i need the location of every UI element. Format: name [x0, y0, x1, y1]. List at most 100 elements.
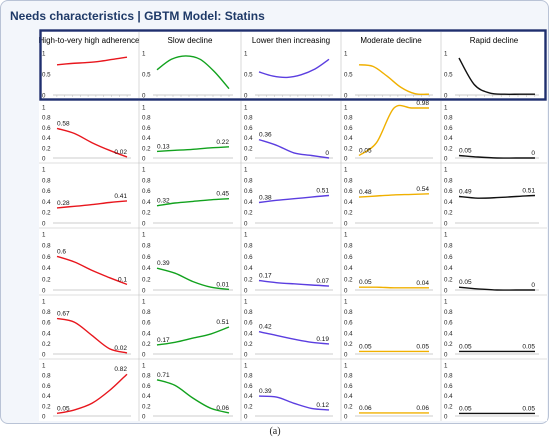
y-tick-label: 0.8 [344, 373, 353, 380]
y-tick-label: 0.6 [244, 320, 253, 327]
data-label-start: 0.48 [359, 189, 372, 196]
y-tick-label: 0.6 [444, 383, 453, 390]
series-line [56, 255, 128, 286]
chart-cell: Moderate decline 0 0.5 1 [344, 36, 433, 100]
chart-cell: 0 0.2 0.4 0.6 0.8 1 0.71 0.06 [142, 363, 233, 421]
y-tick-label: 1 [142, 105, 146, 112]
chart-cell: 0 0.2 0.4 0.6 0.8 1 0.39 0.01 [142, 232, 233, 295]
y-tick-label: 0 [344, 414, 348, 421]
y-tick-label: 0.2 [244, 210, 253, 217]
data-label-end: 0.51 [316, 187, 329, 194]
y-tick-label: 0.8 [42, 309, 51, 316]
data-label-end: 0.05 [522, 343, 535, 350]
data-label-end: 0 [325, 150, 329, 157]
data-label-start: 0.67 [57, 310, 70, 317]
y-tick-label: 1 [444, 232, 448, 239]
chart-cell: 0 0.2 0.4 0.6 0.8 1 0.05 0.05 [344, 299, 433, 359]
y-tick-label: 0.2 [142, 403, 151, 410]
y-tick-label: 0.6 [244, 254, 253, 261]
chart-cell: 0 0.2 0.4 0.6 0.8 1 0.32 0.45 [142, 167, 233, 228]
y-tick-label: 0.2 [344, 276, 353, 283]
series-line [258, 331, 330, 345]
y-tick-label: 0.4 [42, 199, 51, 206]
column-header: Moderate decline [360, 36, 422, 45]
chart-cell: 0 0.2 0.4 0.6 0.8 1 0.67 0.02 [42, 299, 131, 359]
y-tick-label: 0.6 [344, 320, 353, 327]
y-tick-label: 1 [142, 232, 146, 239]
data-label-end: 0.04 [416, 280, 429, 287]
y-tick-label: 0 [42, 414, 46, 421]
data-label-start: 0.42 [259, 324, 272, 331]
y-tick-label: 0.2 [344, 145, 353, 152]
data-label-start: 0.05 [459, 343, 472, 350]
y-tick-label: 0.6 [244, 383, 253, 390]
data-label-end: 0 [531, 282, 535, 289]
y-tick-label: 0.6 [42, 188, 51, 195]
y-tick-label: 1 [142, 167, 146, 174]
data-label-start: 0.05 [57, 405, 70, 412]
data-label-start: 0.49 [459, 189, 472, 196]
y-tick-label: 0.4 [344, 330, 353, 337]
y-tick-label: 1 [344, 105, 348, 112]
y-tick-label: 0.8 [142, 115, 151, 122]
series-line [258, 279, 330, 287]
y-tick-label: 0.4 [142, 393, 151, 400]
y-tick-label: 0.8 [244, 177, 253, 184]
y-tick-label: 0.6 [344, 383, 353, 390]
y-tick-label: 0.4 [142, 199, 151, 206]
y-tick-label: 0.8 [244, 115, 253, 122]
data-label-end: 0.05 [522, 405, 535, 412]
y-tick-label: 1 [244, 51, 248, 58]
data-label-start: 0.05 [459, 279, 472, 286]
y-tick-label: 1 [42, 105, 46, 112]
y-tick-label: 1 [444, 51, 448, 58]
y-tick-label: 0.2 [142, 210, 151, 217]
y-tick-label: 0 [244, 156, 248, 163]
data-label-start: 0.05 [459, 405, 472, 412]
data-label-start: 0.17 [259, 272, 272, 279]
y-tick-label: 0.8 [444, 115, 453, 122]
chart-cell: 0 0.2 0.4 0.6 0.8 1 0.05 0.82 [42, 363, 131, 421]
series-line [458, 194, 536, 199]
y-tick-label: 0.6 [444, 188, 453, 195]
y-tick-label: 0.4 [244, 393, 253, 400]
y-tick-label: 1 [142, 363, 146, 370]
y-tick-label: 0.4 [244, 135, 253, 142]
chart-cell: 0 0.2 0.4 0.6 0.8 1 0.58 0.02 [42, 105, 131, 163]
y-tick-label: 0.4 [244, 199, 253, 206]
y-tick-label: 0.2 [444, 145, 453, 152]
y-tick-label: 1 [344, 51, 348, 58]
y-tick-label: 1 [42, 299, 46, 306]
y-tick-label: 0.2 [244, 341, 253, 348]
figure-frame: Needs characteristics | GBTM Model: Stat… [0, 0, 549, 424]
data-label-end: 0.98 [416, 100, 429, 107]
y-tick-label: 1 [344, 232, 348, 239]
y-tick-label: 1 [444, 299, 448, 306]
series-line [258, 58, 330, 79]
y-tick-label: 1 [42, 232, 46, 239]
chart-cell: 0 0.2 0.4 0.6 0.8 1 0.05 0.05 [444, 299, 539, 359]
y-tick-label: 0 [444, 414, 448, 421]
y-tick-label: 0.6 [142, 254, 151, 261]
y-tick-label: 0.8 [42, 115, 51, 122]
trajectory-chart: PDC (%)High-to-very high adherence00.51S… [39, 29, 547, 421]
y-tick-label: 0.2 [42, 145, 51, 152]
y-tick-label: 0.2 [42, 276, 51, 283]
chart-cell: 0 0.2 0.4 0.6 0.8 1 0.05 0.98 [344, 100, 433, 163]
y-tick-label: 1 [444, 167, 448, 174]
y-tick-label: 0 [142, 156, 146, 163]
y-tick-label: 0.2 [142, 276, 151, 283]
y-tick-label: 0.8 [344, 243, 353, 250]
data-label-end: 0.07 [316, 278, 329, 285]
y-tick-label: 0.4 [344, 265, 353, 272]
series-line [458, 286, 535, 291]
y-tick-label: 0.2 [344, 210, 353, 217]
y-tick-label: 0.8 [42, 373, 51, 380]
y-tick-label: 0.8 [244, 243, 253, 250]
data-label-start: 0.05 [359, 279, 372, 286]
data-label-start: 0.38 [259, 194, 272, 201]
y-tick-label: 0.2 [42, 341, 51, 348]
y-tick-label: 0.2 [244, 403, 253, 410]
y-tick-label: 0.8 [344, 309, 353, 316]
y-tick-label: 0 [244, 414, 248, 421]
